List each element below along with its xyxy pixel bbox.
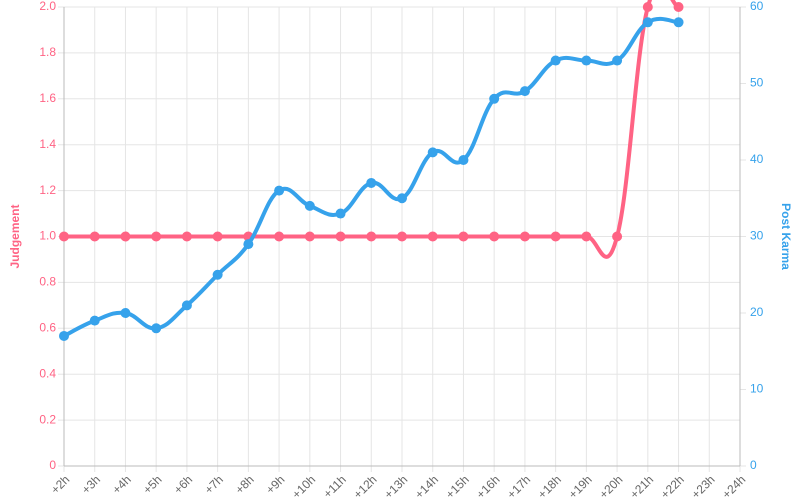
data-point [397, 231, 407, 242]
y2-tick-label: 10 [750, 382, 764, 396]
x-tick-label: +17h [504, 472, 533, 500]
data-point [581, 231, 592, 242]
x-tick-label: +14h [412, 472, 441, 500]
y2-axis-title: Post Karma [779, 203, 793, 270]
x-tick-label: +11h [321, 472, 349, 500]
x-tick-label: +22h [658, 472, 687, 500]
x-tick-label: +23h [689, 472, 718, 500]
data-point [673, 2, 684, 12]
data-point [304, 200, 315, 211]
data-point [550, 55, 561, 66]
data-point [612, 231, 623, 242]
x-tick-label: +6h [171, 472, 195, 496]
y-axis-title: Judgement [8, 204, 22, 268]
data-point [397, 193, 407, 204]
y2-tick-label: 60 [750, 0, 764, 13]
data-point [274, 185, 285, 196]
x-tick-label: +3h [79, 472, 103, 496]
y-tick-label: 2.0 [39, 0, 56, 13]
data-point [335, 231, 346, 242]
data-point [181, 300, 192, 311]
data-point [212, 231, 223, 242]
y-tick-label: 1.2 [39, 183, 56, 197]
data-point [612, 55, 623, 66]
x-tick-label: +4h [110, 472, 134, 496]
x-tick-label: +18h [535, 472, 564, 500]
x-tick-label: +5h [140, 472, 164, 496]
x-tick-label: +2h [48, 472, 72, 496]
y-tick-label: 1.8 [39, 45, 56, 59]
data-point [673, 17, 684, 28]
y-tick-label: 0.6 [39, 320, 56, 334]
x-tick-label: +20h [596, 472, 625, 500]
data-point [458, 231, 469, 242]
y-tick-label: 0.8 [39, 275, 56, 289]
y-tick-label: 0.2 [39, 412, 56, 426]
data-point [458, 155, 469, 165]
data-point [642, 17, 653, 28]
x-tick-label: +13h [381, 472, 410, 500]
data-point [120, 308, 131, 318]
x-tick-label: +10h [289, 472, 318, 500]
x-tick-label: +19h [566, 472, 595, 500]
data-point [366, 177, 377, 188]
series-line [64, 0, 680, 259]
data-point [59, 231, 69, 242]
data-point [274, 231, 285, 242]
y2-tick-label: 20 [750, 305, 764, 319]
data-point [489, 93, 500, 104]
data-point [581, 55, 592, 66]
data-point [89, 315, 100, 326]
y2-tick-label: 0 [750, 458, 757, 472]
data-point [89, 231, 100, 242]
data-point [243, 239, 254, 250]
y2-tick-label: 30 [750, 229, 764, 243]
x-tick-label: +21h [627, 472, 656, 500]
y-tick-label: 1.6 [39, 91, 56, 105]
data-point [335, 208, 346, 219]
data-point [151, 323, 162, 334]
data-point [519, 231, 530, 242]
data-point [212, 269, 223, 280]
data-point [366, 231, 377, 242]
y-tick-label: 1.0 [39, 229, 56, 243]
data-point [181, 231, 192, 242]
data-point [519, 86, 530, 97]
x-tick-label: +7h [202, 472, 226, 496]
data-point [427, 147, 438, 158]
y2-tick-label: 40 [750, 152, 764, 166]
data-point [59, 330, 69, 341]
data-point [151, 231, 162, 242]
data-point [120, 231, 131, 242]
x-tick-label: +16h [474, 472, 503, 500]
y-tick-label: 0.4 [39, 366, 56, 380]
x-tick-label: +24h [719, 472, 748, 500]
data-point [304, 231, 315, 242]
data-point [550, 231, 561, 242]
x-tick-label: +9h [263, 472, 287, 496]
x-tick-label: +15h [443, 472, 472, 500]
data-point [489, 231, 500, 242]
y2-tick-label: 50 [750, 76, 764, 90]
x-tick-label: +8h [232, 472, 256, 496]
x-tick-label: +12h [351, 472, 380, 500]
y-tick-label: 1.4 [39, 137, 56, 151]
data-point [427, 231, 438, 242]
y-tick-label: 0 [49, 458, 56, 472]
data-point [642, 2, 653, 12]
